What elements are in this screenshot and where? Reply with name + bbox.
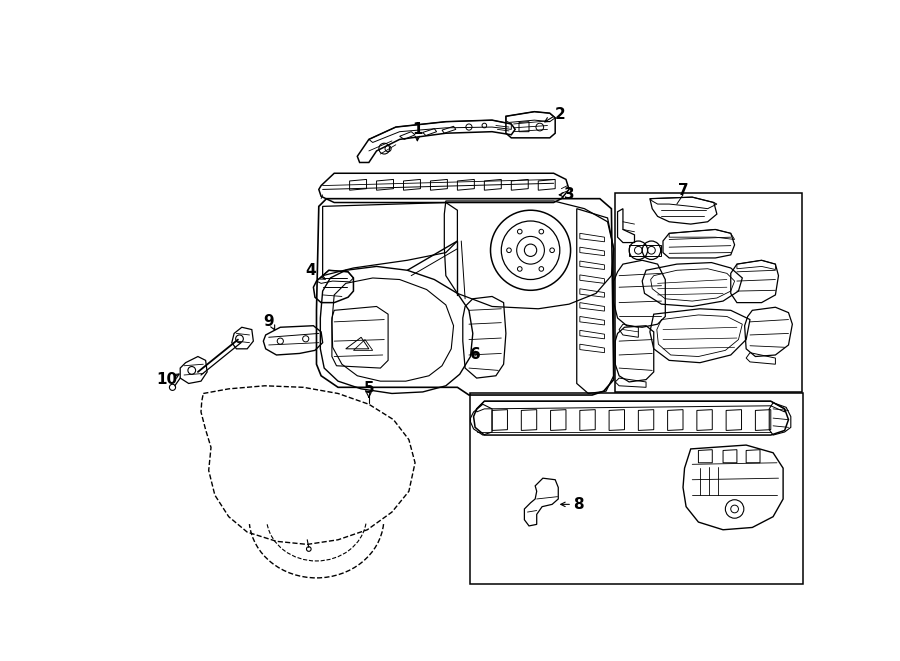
Text: 2: 2 xyxy=(554,107,565,122)
Text: 1: 1 xyxy=(412,122,423,137)
Bar xyxy=(471,393,803,584)
Text: 10: 10 xyxy=(157,372,177,387)
Text: 6: 6 xyxy=(470,347,481,362)
Bar xyxy=(616,193,803,392)
Text: 8: 8 xyxy=(573,497,583,512)
Text: 9: 9 xyxy=(264,315,274,329)
Text: 3: 3 xyxy=(563,187,574,202)
Text: 4: 4 xyxy=(306,263,317,278)
Text: 7: 7 xyxy=(678,184,688,198)
Text: 5: 5 xyxy=(364,381,374,397)
